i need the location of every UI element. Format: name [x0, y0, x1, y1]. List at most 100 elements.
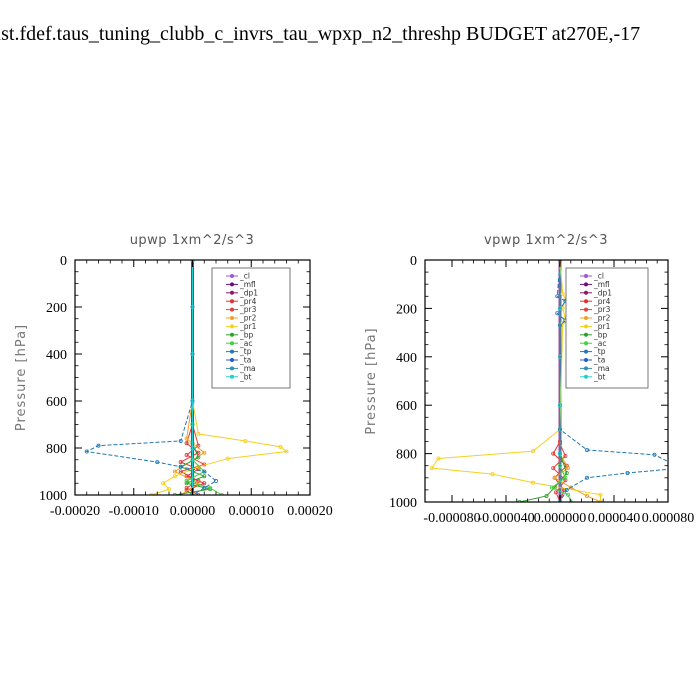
series-point-pr3	[196, 478, 201, 483]
legend-marker	[584, 299, 588, 304]
series-point-tp	[202, 469, 207, 474]
series-point-tp	[96, 443, 101, 448]
legend-entry: _dp1	[593, 288, 612, 297]
y-axis-label: Pressure [hPa]	[364, 327, 379, 434]
legend-marker	[584, 316, 588, 320]
series-point-bt	[190, 398, 195, 403]
legend-entry: _cl	[239, 272, 250, 281]
chart-panel-1: upwp 1xm^2/s^3 Pressure [hPa] -0.00020 -0.0…	[14, 233, 333, 519]
legend-entry: _tp	[593, 347, 606, 356]
series-point-tp	[680, 467, 683, 470]
series-point-pr3	[563, 478, 568, 483]
series-point-ac	[563, 475, 568, 480]
legend-marker	[584, 349, 588, 354]
legend-marker	[230, 366, 234, 371]
y-tick-label: 800	[46, 442, 67, 457]
series-point-tp	[585, 475, 590, 480]
series-point-pr3	[551, 466, 556, 471]
series-point-tp	[555, 294, 560, 299]
legend-entry: _ac	[593, 339, 606, 348]
series-point-pr2	[184, 436, 189, 441]
x-tick-label: -0.00020	[50, 504, 100, 519]
series-point-pr1	[490, 472, 495, 477]
legend-box	[565, 267, 649, 389]
legend-marker	[230, 332, 234, 337]
y-tick-label: 400	[396, 351, 417, 366]
series-point-tp	[625, 470, 630, 475]
chart-panel-2: vpwp 1xm^2/s^3 Pressure [hPa] -0.000080-0.…	[364, 233, 694, 526]
legend-entry: _mfl	[593, 280, 610, 289]
series-point-bp	[202, 474, 207, 479]
legend-marker	[230, 374, 234, 379]
series-point-pr2	[172, 469, 177, 474]
series-point-tp	[555, 311, 560, 316]
legend-entry: _bp	[239, 330, 254, 339]
legend-marker	[230, 358, 234, 362]
legend-marker	[230, 324, 234, 329]
x-tick-label: 0.000040	[588, 511, 641, 526]
series-point-tp	[652, 452, 657, 457]
series-point-pr1	[284, 449, 289, 454]
legend-marker	[230, 282, 234, 287]
series-point-pr4	[178, 460, 183, 465]
legend-entry: _pr3	[593, 305, 611, 314]
series-point-tp	[178, 438, 183, 443]
legend-marker	[230, 274, 234, 278]
series-point-bp	[544, 493, 549, 498]
y-tick-label: 800	[396, 448, 417, 463]
series-point-bt	[558, 403, 563, 408]
legend-entry: _ta	[593, 356, 605, 365]
legend-entry: _bt	[593, 372, 606, 381]
legend-entry: _ta	[239, 356, 251, 365]
legend-marker	[584, 290, 588, 295]
series-line-tp	[556, 260, 668, 502]
legend-entry: _pr2	[239, 314, 257, 323]
legend-marker	[584, 282, 588, 287]
y-tick-label: 0	[60, 254, 67, 269]
legend-marker	[584, 358, 588, 362]
series-group	[429, 260, 683, 502]
series-point-pr3	[563, 454, 568, 459]
series-point-pr4	[184, 441, 189, 446]
series-point-bt	[558, 306, 563, 311]
series-point-pr3	[184, 453, 189, 458]
series-point-tp	[155, 460, 160, 465]
y-tick-label: 200	[46, 301, 67, 316]
panels: upwp 1xm^2/s^3 Pressure [hPa] -0.00020 -0.0…	[14, 233, 694, 526]
series-point-pr3	[553, 490, 558, 495]
legend: _cl_mfl_dp1_pr4_pr3_pr2_pr1_bp_ac_tp_ta_…	[565, 267, 649, 389]
x-tick-label: -0.000040	[477, 511, 534, 526]
legend-entry: _pr2	[593, 314, 611, 323]
x-tick-label: 0.00010	[229, 504, 275, 519]
y-tick-label: 200	[396, 302, 417, 317]
y-tick-label: 1000	[39, 489, 67, 504]
y-tick-label: 600	[396, 399, 417, 414]
panel-title: vpwp 1xm^2/s^3	[484, 233, 608, 248]
series-point-bt	[558, 451, 563, 456]
x-tick-label: 0.00020	[287, 504, 333, 519]
legend-marker	[230, 307, 234, 312]
y-tick-label: 1000	[389, 496, 417, 511]
series-point-pr1	[243, 438, 248, 443]
x-tick-label: -0.00010	[109, 504, 159, 519]
series-point-pr1	[436, 456, 441, 461]
legend-marker	[230, 349, 234, 354]
legend: _cl_mfl_dp1_pr4_pr3_pr2_pr1_bp_ac_tp_ta_…	[211, 267, 291, 389]
series-point-bt	[558, 354, 563, 359]
y-tick-label: 0	[410, 254, 417, 269]
series-point-tp	[564, 487, 569, 492]
series-line-tp	[85, 260, 217, 495]
legend-entry: _pr1	[593, 322, 611, 331]
series-point-pr1	[560, 291, 565, 296]
legend-entry: _dp1	[239, 288, 258, 297]
legend-entry: _bp	[593, 330, 608, 339]
legend-entry: _pr4	[593, 297, 611, 306]
series-point-pr1	[172, 474, 177, 479]
y-tick-label: 600	[46, 395, 67, 410]
x-tick-label: 0.000080	[642, 511, 695, 526]
series-point-pr1	[429, 466, 434, 471]
series-point-pr1	[531, 449, 536, 454]
x-tick-label: -0.000080	[423, 511, 480, 526]
series-point-bt	[190, 445, 195, 450]
series-point-ac	[184, 478, 189, 483]
